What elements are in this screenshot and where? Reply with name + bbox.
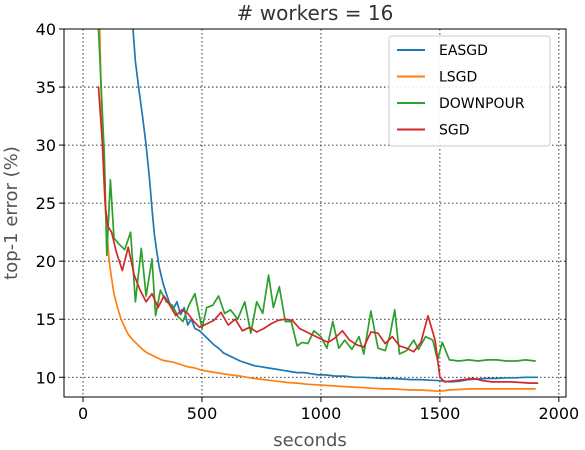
y-tick-label: 25 [36,194,56,213]
legend-label-downpour: DOWNPOUR [439,96,525,112]
y-tick-label: 20 [36,252,56,271]
x-tick-label: 1500 [420,404,461,423]
series-line-sgd [97,86,539,384]
legend-label-easgd: EASGD [439,43,488,59]
x-tick-label: 2000 [539,404,580,423]
legend-label-lsgd: LSGD [439,70,477,86]
y-tick-label: 40 [36,20,56,39]
series-line-lsgd [98,29,536,393]
y-tick-label: 10 [36,368,56,387]
chart-title: # workers = 16 [237,1,394,25]
series-layer [97,29,539,393]
x-axis-title: seconds [273,430,347,450]
legend: EASGD LSGD DOWNPOUR SGD [388,35,551,147]
legend-label-sgd: SGD [439,123,470,139]
plot-frame [63,28,567,398]
y-tick-label: 35 [36,78,56,97]
x-tick-label: 500 [187,404,218,423]
x-tick-label: 0 [78,404,88,423]
y-axis-title: top-1 error (%) [1,146,22,280]
axes: 0 500 1000 1500 2000 10 15 20 25 30 35 40 [36,20,580,423]
legend-box [388,35,551,147]
series-line-easgd [132,29,539,383]
x-tick-label: 1000 [301,404,342,423]
y-tick-label: 15 [36,310,56,329]
series-line-downpour [97,29,536,362]
y-tick-label: 30 [36,136,56,155]
